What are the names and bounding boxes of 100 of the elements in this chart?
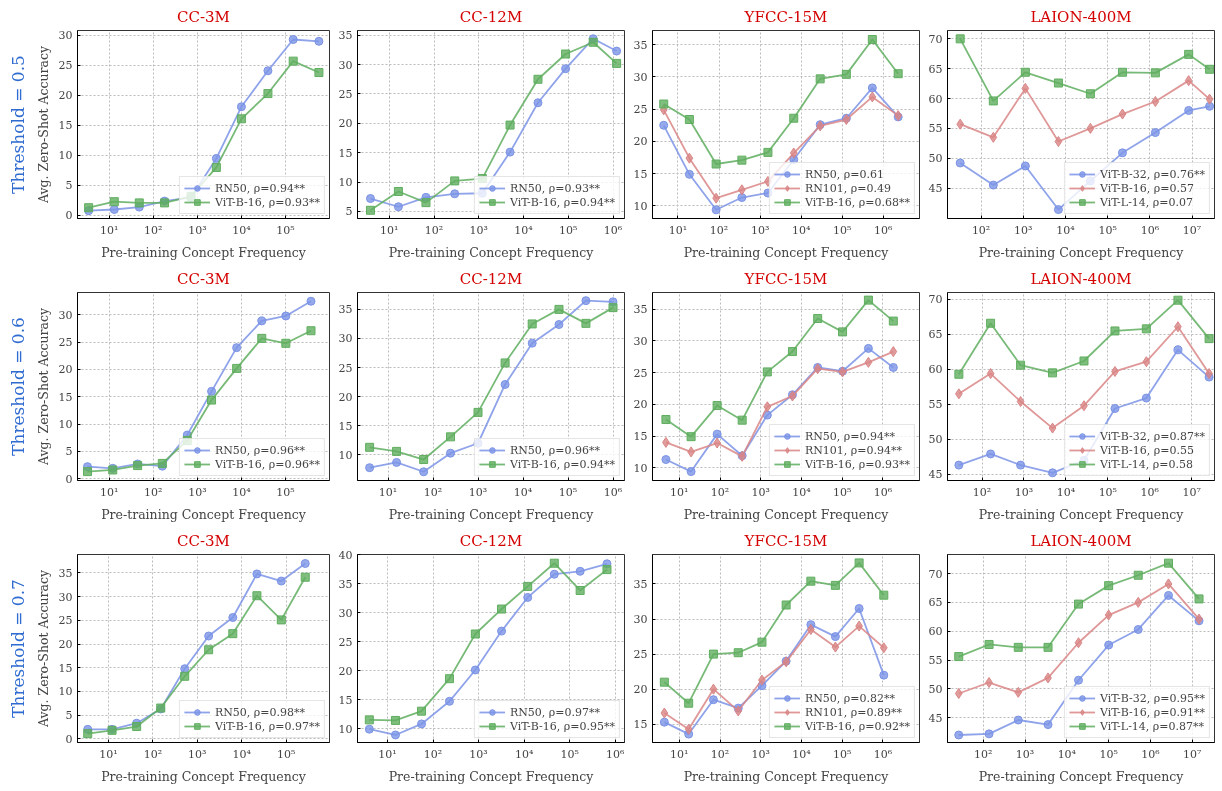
x-tick-label: 10⁶ bbox=[603, 223, 623, 237]
x-tick-label: 10⁶ bbox=[1140, 485, 1160, 499]
y-tick-label: 30 bbox=[633, 70, 648, 84]
x-tick-label: 10³ bbox=[1015, 747, 1035, 761]
y-tick-label: 5 bbox=[65, 179, 73, 193]
y-tick-label: 35 bbox=[633, 303, 648, 317]
y-tick-label: 15 bbox=[633, 430, 648, 444]
y-tick-label: 70 bbox=[928, 32, 943, 46]
y-tick-label: 20 bbox=[633, 135, 648, 149]
y-tick-label: 35 bbox=[633, 577, 648, 591]
x-tick-label: 10³ bbox=[1014, 485, 1034, 499]
y-tick-label: 10 bbox=[58, 685, 73, 699]
y-tick-label: 30 bbox=[58, 308, 73, 322]
x-tick-label: 10² bbox=[710, 485, 730, 499]
chart-title: CC-3M bbox=[177, 269, 230, 288]
y-axis-title: Avg. Zero-Shot Accuracy bbox=[35, 45, 51, 205]
y-tick-label: 15 bbox=[633, 718, 648, 732]
x-tick-label: 10³ bbox=[750, 223, 770, 237]
legend-label: ViT-B-16, ρ=0.97** bbox=[214, 719, 320, 733]
x-tick-label: 10⁵ bbox=[1098, 223, 1117, 237]
legend-label: ViT-B-16, ρ=0.94** bbox=[509, 195, 615, 209]
x-tick-label: 10⁶ bbox=[603, 485, 623, 499]
y-tick-label: 20 bbox=[58, 363, 73, 377]
y-tick-label: 0 bbox=[65, 472, 73, 486]
y-tick-label: 30 bbox=[338, 58, 353, 72]
legend-label: ViT-B-16, ρ=0.92** bbox=[804, 719, 910, 733]
chart-title: YFCC-15M bbox=[743, 7, 828, 26]
x-axis-title: Pre-training Concept Frequency bbox=[388, 768, 595, 784]
y-tick-label: 35 bbox=[58, 566, 73, 580]
x-tick-label: 10⁶ bbox=[874, 223, 894, 237]
legend-label: RN50, ρ=0.94** bbox=[804, 429, 895, 443]
x-axis-title: Pre-training Concept Frequency bbox=[978, 768, 1185, 784]
x-tick-label: 10⁴ bbox=[232, 747, 252, 761]
chart-title: YFCC-15M bbox=[743, 531, 828, 550]
y-tick-label: 60 bbox=[928, 363, 943, 377]
chart-title: CC-12M bbox=[459, 7, 523, 26]
legend-label: RN50, ρ=0.96** bbox=[214, 443, 305, 457]
text: Threshold = 0.6 bbox=[7, 317, 28, 456]
y-tick-label: 15 bbox=[633, 167, 648, 181]
x-axis-title: Pre-training Concept Frequency bbox=[683, 244, 890, 260]
y-tick-label: 30 bbox=[633, 334, 648, 348]
y-tick-label: 20 bbox=[633, 398, 648, 412]
x-axis-title: Pre-training Concept Frequency bbox=[683, 768, 890, 784]
y-tick-label: 10 bbox=[633, 199, 648, 213]
legend-label: RN50, ρ=0.94** bbox=[214, 181, 305, 195]
x-axis-title: Pre-training Concept Frequency bbox=[388, 506, 595, 522]
x-tick-label: 10² bbox=[709, 223, 729, 237]
y-tick-label: 35 bbox=[338, 577, 353, 591]
x-tick-label: 10⁵ bbox=[276, 223, 295, 237]
y-tick-label: 70 bbox=[928, 293, 943, 307]
x-tick-label: 10² bbox=[971, 223, 991, 237]
legend-label: RN50, ρ=0.61 bbox=[804, 167, 884, 181]
chart-title: LAION-400M bbox=[1030, 269, 1132, 288]
y-tick-label: 20 bbox=[633, 683, 648, 697]
legend-label: ViT-L-14, ρ=0.58 bbox=[1099, 457, 1194, 471]
x-tick-label: 10⁷ bbox=[1182, 223, 1202, 237]
y-tick-label: 45 bbox=[928, 711, 943, 725]
y-tick-label: 25 bbox=[338, 361, 353, 375]
y-tick-label: 65 bbox=[928, 62, 943, 76]
y-tick-label: 10 bbox=[338, 722, 353, 736]
x-tick-label: 10⁵ bbox=[833, 485, 852, 499]
x-tick-label: 10¹ bbox=[670, 485, 689, 499]
y-tick-label: 25 bbox=[58, 59, 73, 73]
x-tick-label: 10² bbox=[423, 485, 443, 499]
x-axis-title: Pre-training Concept Frequency bbox=[683, 506, 890, 522]
y-tick-label: 55 bbox=[928, 122, 943, 136]
legend-label: ViT-B-16, ρ=0.93** bbox=[804, 457, 910, 471]
legend-label: RN101, ρ=0.94** bbox=[804, 443, 902, 457]
y-tick-label: 35 bbox=[338, 303, 353, 317]
x-tick-label: 10³ bbox=[188, 747, 207, 761]
chart-title: CC-12M bbox=[459, 269, 523, 288]
y-tick-label: 15 bbox=[338, 146, 353, 160]
y-tick-label: 30 bbox=[58, 590, 73, 604]
y-tick-label: 30 bbox=[338, 606, 353, 620]
legend-label: ViT-B-32, ρ=0.76** bbox=[1099, 167, 1205, 181]
y-tick-label: 30 bbox=[338, 332, 353, 346]
x-tick-label: 10¹ bbox=[668, 223, 688, 237]
y-axis-title: Avg. Zero-Shot Accuracy bbox=[35, 569, 51, 729]
x-tick-label: 10³ bbox=[1014, 223, 1033, 237]
chart-title: YFCC-15M bbox=[743, 269, 828, 288]
x-tick-label: 10⁴ bbox=[791, 223, 811, 237]
x-tick-label: 10⁴ bbox=[1056, 485, 1076, 499]
x-tick-label: 10² bbox=[423, 747, 443, 761]
x-tick-label: 10⁵ bbox=[276, 747, 296, 761]
y-tick-label: 25 bbox=[633, 648, 648, 662]
x-tick-label: 10⁴ bbox=[1057, 747, 1077, 761]
x-tick-label: 10³ bbox=[188, 223, 207, 237]
y-tick-label: 70 bbox=[928, 567, 943, 581]
x-axis-title: Pre-training Concept Frequency bbox=[978, 506, 1185, 522]
x-tick-label: 10⁵ bbox=[558, 485, 578, 499]
y-tick-label: 45 bbox=[928, 182, 943, 196]
x-tick-label: 10² bbox=[972, 485, 992, 499]
text: Threshold = 0.5 bbox=[7, 55, 28, 194]
legend-label: ViT-L-14, ρ=0.87** bbox=[1099, 719, 1205, 733]
y-tick-label: 5 bbox=[65, 709, 73, 723]
x-tick-label: 10⁴ bbox=[514, 747, 534, 761]
legend-label: RN50, ρ=0.93** bbox=[509, 181, 600, 195]
legend-label: RN50, ρ=0.98** bbox=[214, 705, 305, 719]
x-tick-label: 10⁴ bbox=[1056, 223, 1076, 237]
x-tick-label: 10¹ bbox=[100, 485, 119, 499]
